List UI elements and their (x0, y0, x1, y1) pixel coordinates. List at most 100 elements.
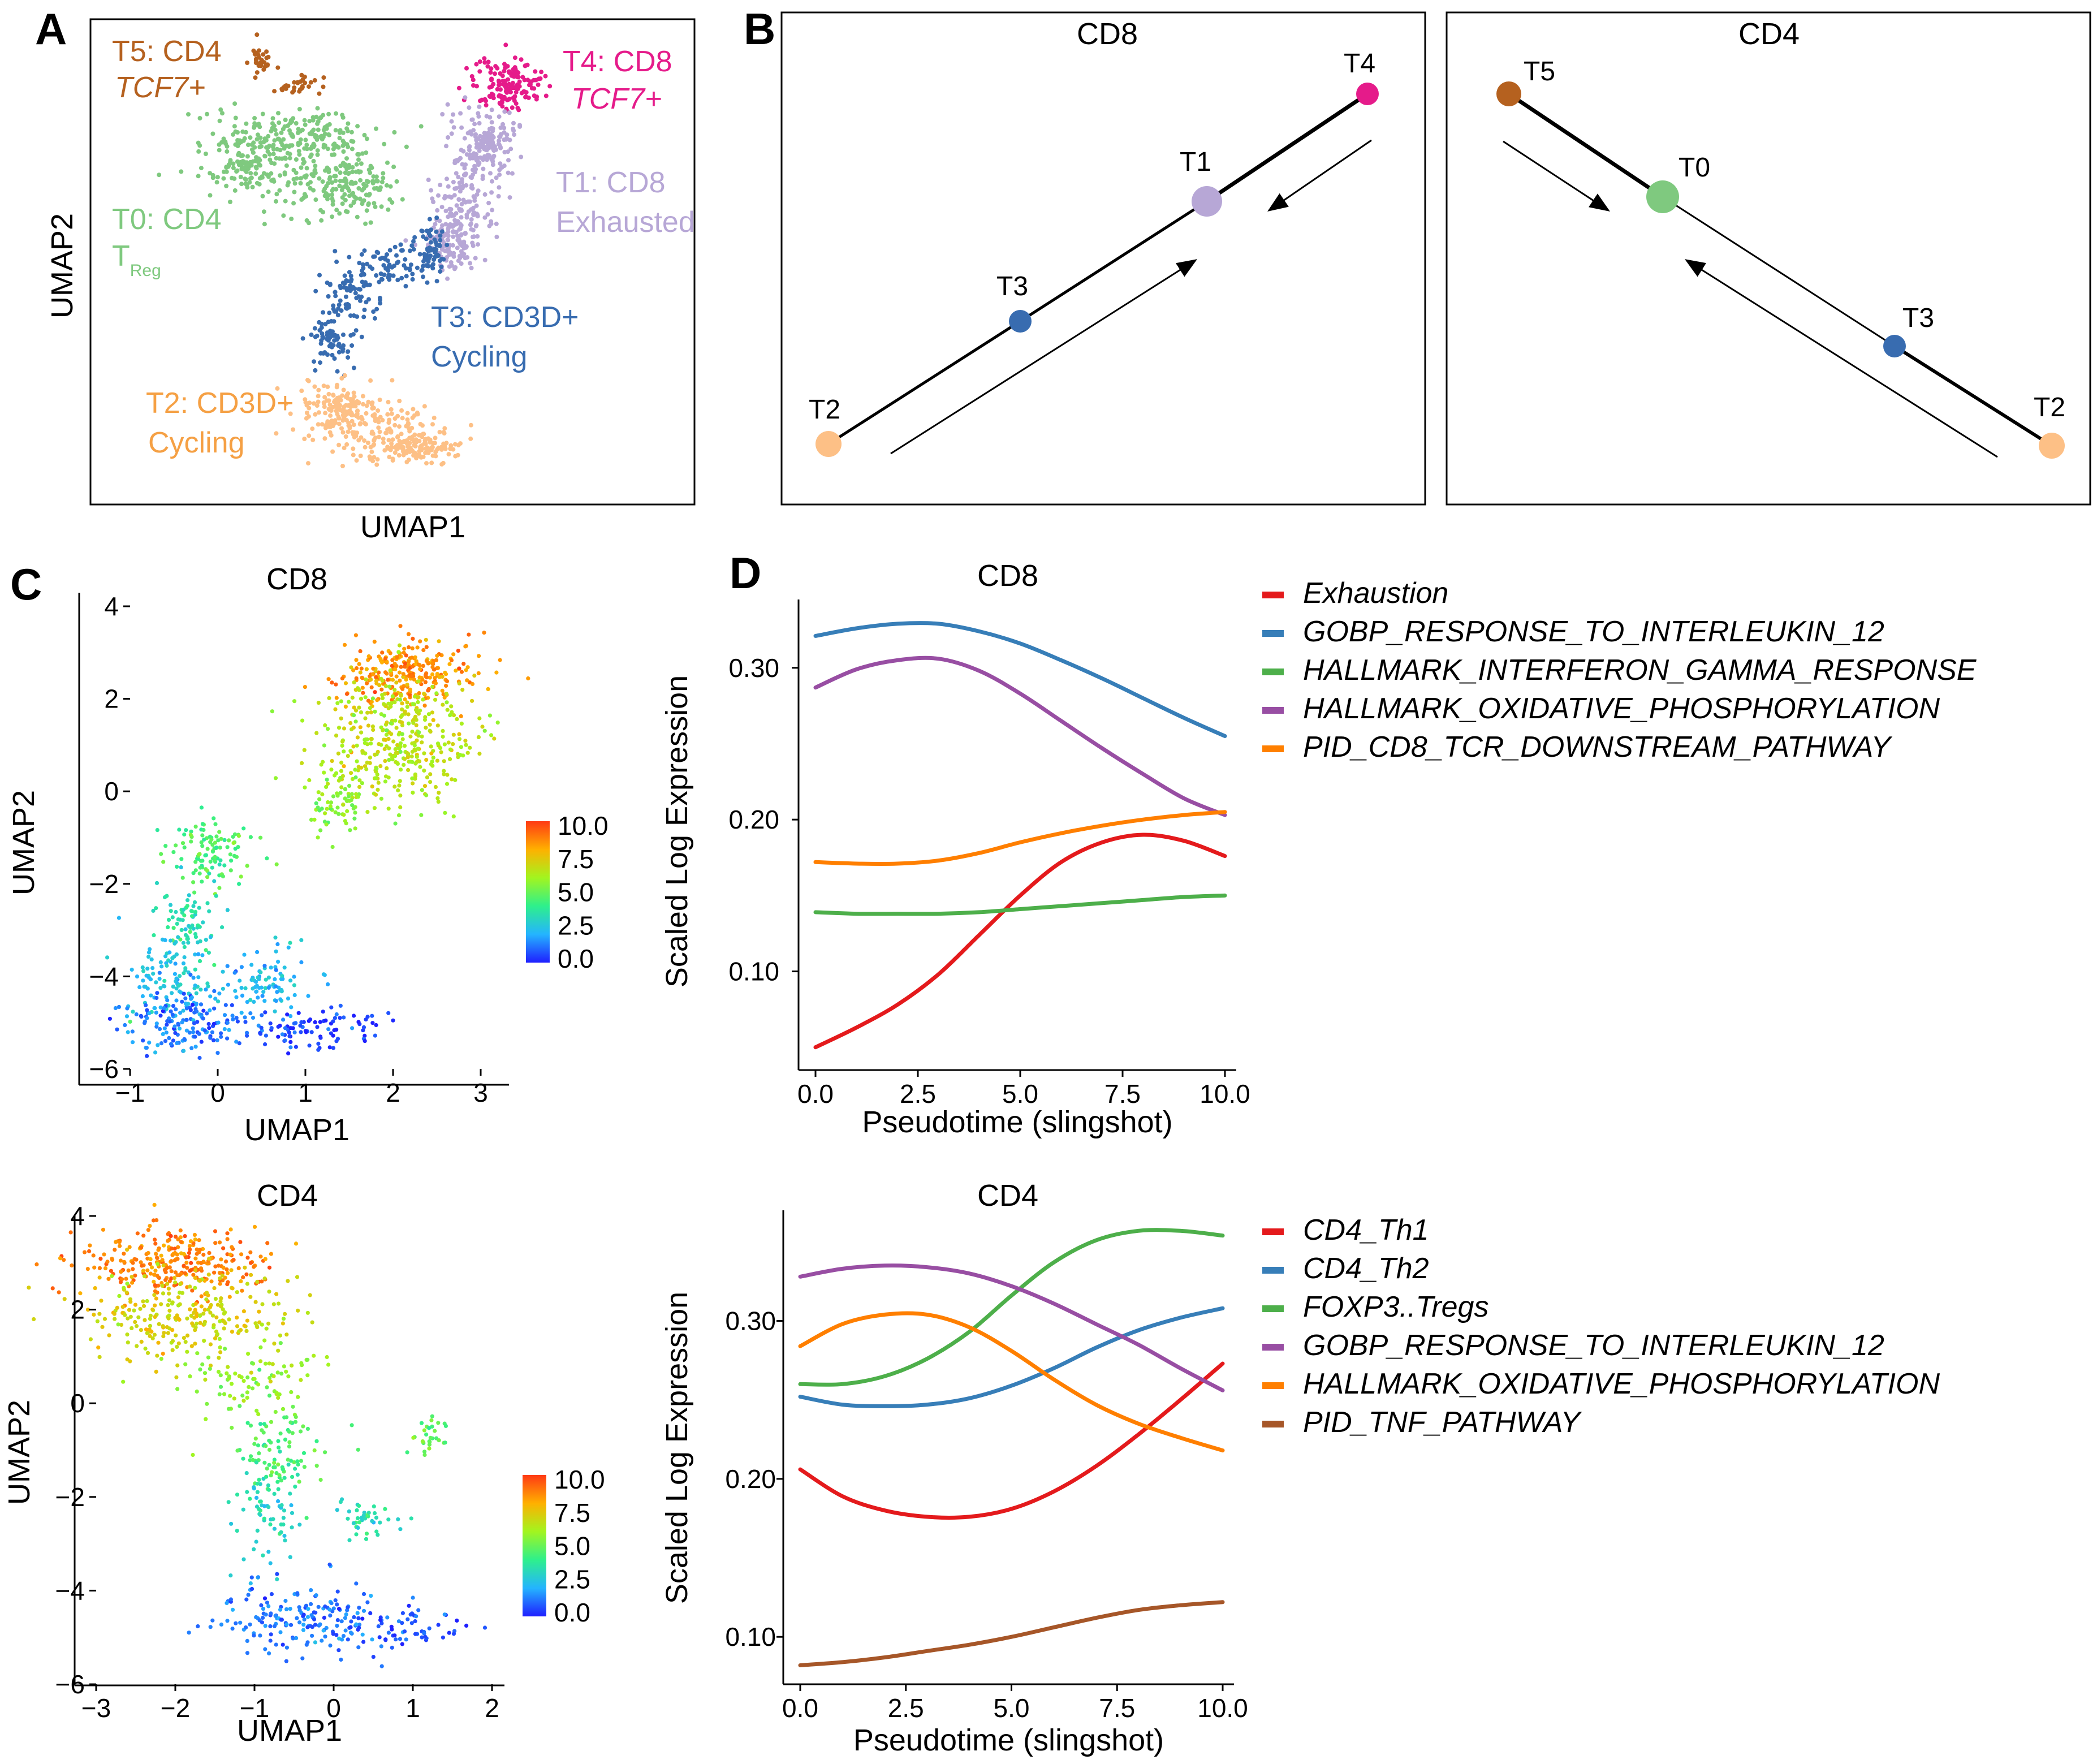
umap-a-point-1325 (353, 328, 359, 333)
umap-a-point-2 (358, 178, 363, 183)
umap-c-cd8-point-556 (349, 665, 353, 670)
umap-c-cd8-point-586 (457, 737, 462, 741)
umap-c-cd4-point-294 (218, 1276, 222, 1280)
umap-c-cd8-point-832 (191, 926, 196, 931)
umap-c-cd8-point-372 (422, 691, 426, 696)
umap-c-cd4-point-109 (184, 1261, 189, 1265)
umap-c-cd8-point-1070 (275, 990, 279, 994)
umap-a-point-1467 (351, 452, 356, 458)
umap-a-point-400 (248, 135, 253, 140)
umap-c-cd8-point-1171 (215, 1051, 220, 1055)
umap-a-point-1246 (407, 268, 412, 273)
umap-c-cd4-point-575 (191, 1452, 195, 1457)
umap-c-cd8-point-1253 (201, 1016, 205, 1021)
umap-a-point-1517 (429, 460, 434, 465)
umap-c-cd8-point-1002 (145, 986, 150, 991)
umap-c-cd4-point-742 (282, 1476, 287, 1480)
umap-a-point-1756 (342, 373, 347, 378)
umap-c-cd4-point-653 (274, 1471, 279, 1476)
umap-a-point-549 (303, 80, 308, 85)
umap-c-cd4-point-969 (336, 1648, 341, 1653)
umap-c-cd4-point-535 (143, 1318, 147, 1322)
umap-c-cd4-point-545 (246, 1352, 251, 1356)
umap-c-cd8-point-205 (390, 678, 395, 682)
cd8-node-t3 (1009, 310, 1032, 333)
umap-c-cd4-point-111 (98, 1257, 103, 1261)
umap-c-cd8-point-447 (446, 740, 451, 745)
umap-a-point-1579 (316, 394, 321, 399)
umap-c-cd8-point-738 (205, 847, 210, 851)
cluster-label-t4: T4: CD8 (563, 45, 672, 78)
umap-c-cd8-point-1006 (178, 974, 182, 978)
umap-a-point-1341 (314, 333, 320, 338)
umap-a-point-1750 (336, 416, 342, 421)
umap-c-cd4-point-479 (141, 1304, 146, 1308)
umap-c-cd8-point-47 (369, 685, 374, 689)
umap-c-cd8-point-1137 (268, 1021, 273, 1026)
umap-a-point-1662 (386, 438, 391, 443)
umap-c-cd8-point-1335 (258, 1032, 263, 1036)
umap-c-cd8-point-504 (355, 759, 359, 764)
umap-c-cd8-point-572 (416, 695, 421, 700)
umap-c-cd4-point-704 (297, 1480, 301, 1484)
umap-a-point-469 (208, 171, 213, 176)
umap-a-point-1641 (369, 449, 374, 454)
umap-a-point-362 (349, 181, 354, 186)
umap-c-cd4-point-986 (297, 1605, 301, 1610)
umap-c-cd8-point-25 (394, 674, 399, 679)
umap-a-point-763 (504, 132, 510, 137)
umap-c-cd4-point-819 (347, 1509, 351, 1513)
umap-c-cd4-point-558 (270, 1362, 275, 1366)
umap-a-point-43 (360, 151, 365, 156)
umap-a-point-345 (251, 150, 256, 155)
umap-a-point-1197 (309, 332, 314, 337)
umap-a-point-451 (382, 141, 387, 146)
umap-a-point-1150 (477, 145, 482, 150)
umap-c-cd4-point-640 (302, 1465, 307, 1469)
umap-c-cd4-point-317 (262, 1276, 267, 1281)
umap-c-cd8-point-1189 (251, 1015, 256, 1020)
umap-c-cd4-point-795 (378, 1520, 382, 1525)
umap-a-point-340 (313, 167, 318, 172)
umap-c-cd4-point-43 (152, 1279, 156, 1284)
umap-a-point-1084 (471, 128, 476, 133)
umap-a-point-179 (327, 132, 332, 137)
umap-c-cd8-point-931 (159, 964, 164, 969)
umap-a-point-298 (350, 192, 355, 197)
umap-a-point-1713 (392, 416, 398, 421)
umap-a-point-1110 (465, 255, 470, 260)
umap-c-cd4-point-181 (294, 1241, 299, 1246)
umap-c-cd8-point-1300 (288, 1040, 293, 1044)
umap-a-point-1002 (445, 176, 449, 182)
umap-a-point-578 (256, 53, 261, 58)
umap-c-cd4-point-40 (223, 1275, 227, 1280)
umap-c-cd4-point-734 (261, 1553, 265, 1558)
umap-a-point-409 (251, 159, 256, 164)
umap-a-point-450 (347, 188, 352, 193)
umap-c-cd8-point-97 (330, 680, 334, 685)
umap-c-cd8-point-307 (352, 705, 356, 710)
umap-c-cd4-point-1022 (264, 1612, 268, 1617)
cluster-label-t1: T1: CD8 (556, 166, 666, 199)
umap-a-point-1626 (346, 429, 351, 434)
umap-c-cd8-point-925 (162, 984, 167, 989)
umap-c-cd8-point-1098 (273, 984, 278, 989)
umap-c-cd8-point-130 (370, 672, 376, 677)
umap-c-cd8-point-758 (217, 862, 222, 867)
umap-a-point-1779 (329, 433, 334, 438)
umap-c-cd4-point-712 (252, 1442, 257, 1446)
umap-c-cd4-point-391 (194, 1321, 199, 1326)
umap-a-point-459 (288, 131, 293, 136)
umap-a-point-1431 (426, 264, 431, 269)
umap-c-cd4-point-1085 (389, 1624, 394, 1629)
umap-c-cd8-point-907 (152, 1006, 157, 1011)
umap-a-point-683 (456, 85, 461, 90)
umap-c-cd8-point-1193 (145, 1016, 149, 1020)
umap-c-cd8-point-880 (197, 905, 201, 910)
umap-a-point-911 (490, 159, 495, 164)
umap-c-cd8-point-1187 (116, 1004, 122, 1009)
umap-a-point-444 (186, 112, 191, 117)
umap-c-cd8-point-862 (166, 925, 170, 930)
umap-a-point-520 (264, 49, 269, 54)
umap-a-point-1275 (411, 239, 416, 244)
